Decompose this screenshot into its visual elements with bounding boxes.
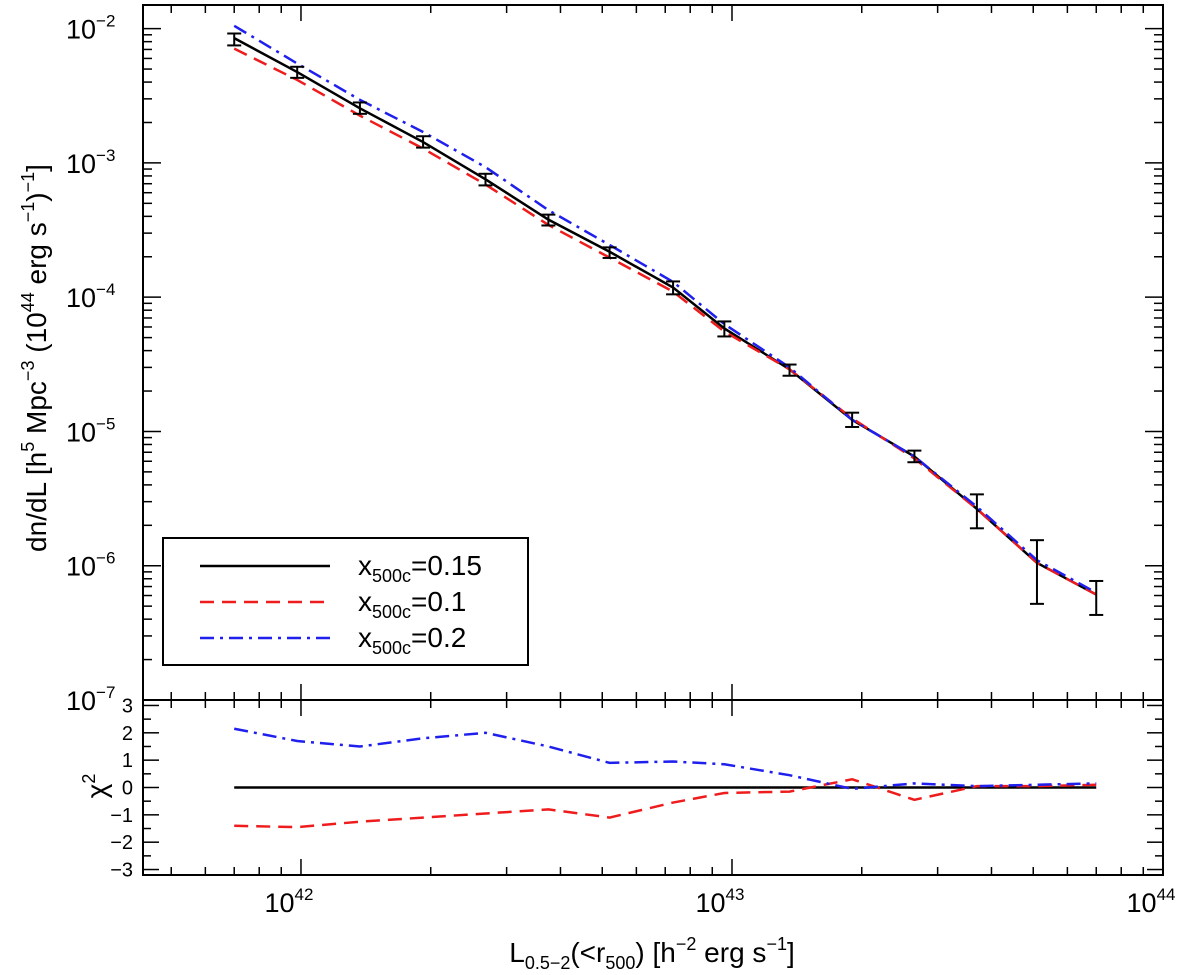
y-axis-label: dn/dL [h5 Mpc−3 (1044 erg s−1)−1]	[18, 164, 52, 552]
x-tick-label: 1043	[696, 885, 745, 918]
y-tick-label: 10−6	[66, 549, 115, 582]
chi-tick-label: 1	[122, 750, 133, 772]
y-tick-label: 10−5	[66, 414, 115, 447]
chi-tick-label: 3	[122, 695, 133, 717]
chi-tick-label: 2	[122, 723, 133, 745]
top-panel: 10−2 10−3 10−4 10−5 10−6 10−7	[66, 4, 1164, 716]
series-line-x500c=0.1	[233, 47, 1097, 596]
y-tick-label: 10−7	[66, 683, 115, 716]
chi-line-x500c=0.2	[233, 727, 1097, 791]
legend-label: x500c=0.2	[358, 622, 466, 658]
legend-label: x500c=0.15	[358, 550, 482, 586]
chi-tick-label: −1	[110, 805, 133, 827]
x-tick-label: 1042	[264, 885, 313, 918]
series-line-x500c=0.15	[233, 37, 1097, 596]
legend-label: x500c=0.1	[358, 586, 466, 622]
chi-tick-label: −3	[110, 860, 133, 882]
y-tick-label: 10−4	[66, 280, 115, 313]
chi2-axis-label: χ2	[79, 774, 112, 799]
chi-line-x500c=0.1	[234, 778, 1097, 829]
bottom-panel: 1042 1043 1044 −3 −2 −1 0 1 2 3	[110, 695, 1175, 918]
y-tick-label: 10−2	[66, 12, 115, 45]
x-axis-label: L0.5−2(<r500) [h−2 erg s−1]	[509, 934, 795, 973]
y-tick-label: 10−3	[66, 146, 115, 179]
chi-tick-label: 0	[122, 778, 133, 800]
axis-labels: dn/dL [h5 Mpc−3 (1044 erg s−1)−1] χ2 L0.5−…	[18, 164, 795, 973]
chi-tick-label: −2	[110, 832, 133, 854]
x-tick-label: 1044	[1127, 885, 1176, 918]
